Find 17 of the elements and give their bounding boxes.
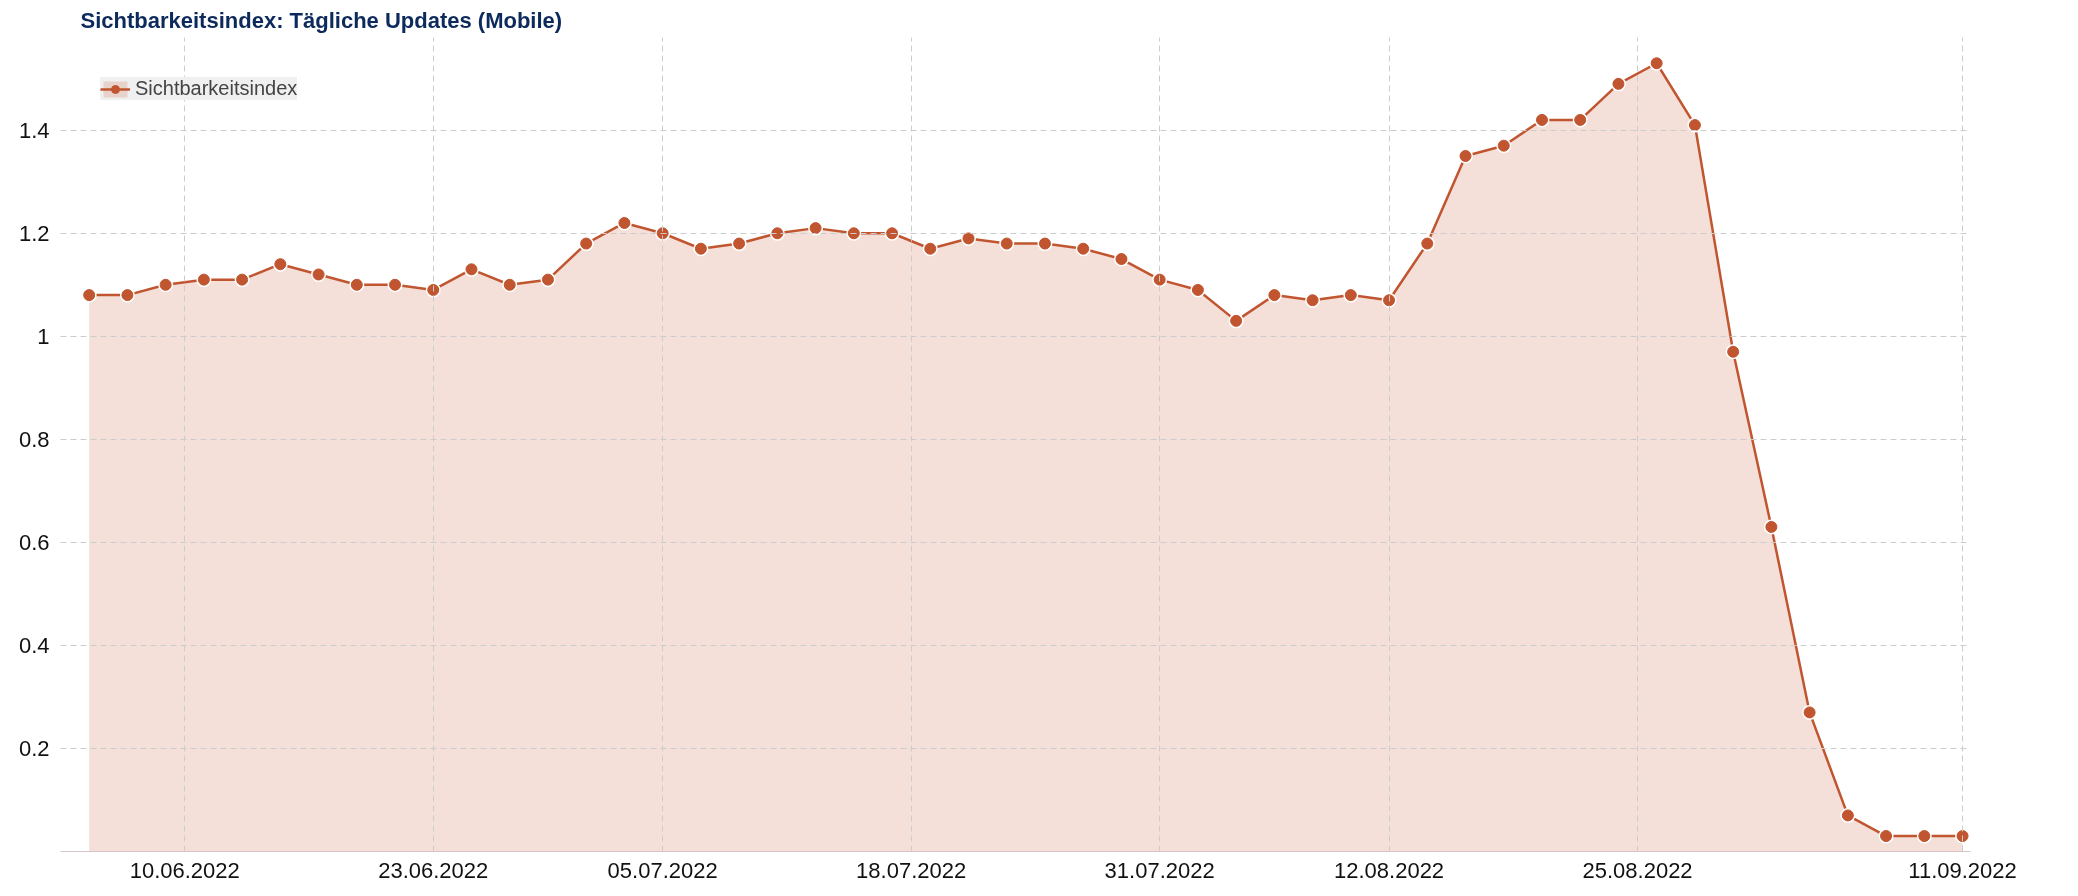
x-tick-label: 05.07.2022 — [607, 857, 718, 883]
x-tick-label: 11.09.2022 — [1908, 857, 2017, 883]
x-tick-label: 18.07.2022 — [856, 857, 967, 883]
y-tick-label: 0.4 — [18, 632, 50, 658]
x-tick-label: 10.06.2022 — [129, 857, 240, 883]
x-tick-label: 25.08.2022 — [1582, 857, 1693, 883]
y-tick-label: 0.2 — [18, 735, 50, 761]
x-tick-label: 23.06.2022 — [378, 857, 489, 883]
chart-title: Sichtbarkeitsindex: Tägliche Updates (Mobile) — [80, 7, 563, 33]
y-tick-label: 0.8 — [18, 426, 50, 452]
legend-label: Sichtbarkeitsindex — [135, 77, 298, 100]
y-tick-label: 0.6 — [18, 529, 50, 555]
y-tick-label: 1.4 — [18, 117, 50, 143]
x-tick-label: 12.08.2022 — [1334, 857, 1445, 883]
x-tick-label: 31.07.2022 — [1104, 857, 1215, 883]
y-tick-label: 1 — [37, 323, 50, 349]
y-tick-label: 1.2 — [18, 220, 50, 246]
